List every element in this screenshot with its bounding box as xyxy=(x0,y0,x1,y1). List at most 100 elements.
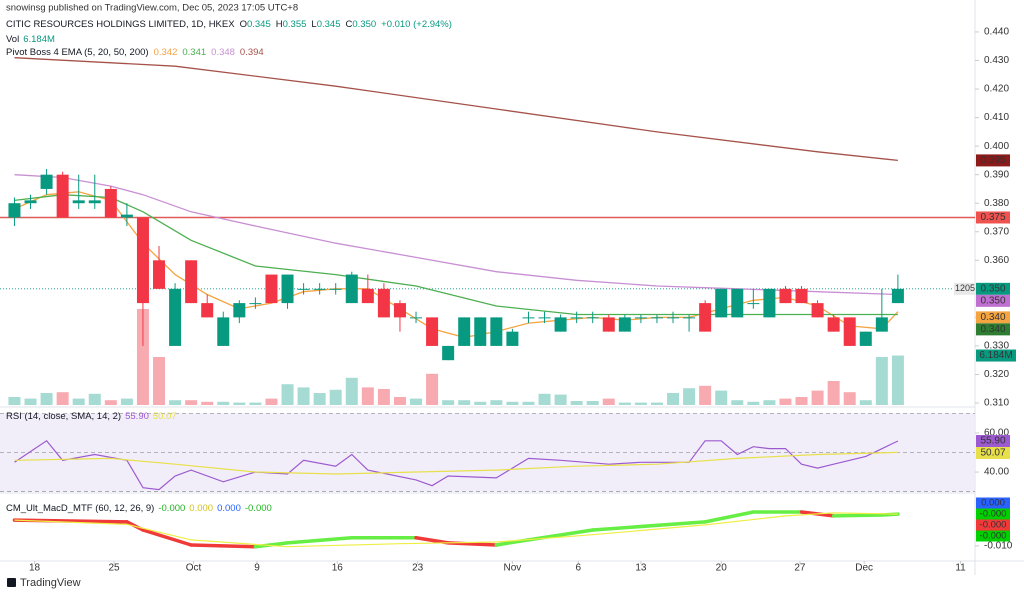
macd-segment xyxy=(285,535,354,545)
volume-bar xyxy=(136,309,149,405)
volume-bar xyxy=(217,401,230,405)
rsi-title-value: 55.90 xyxy=(125,411,149,422)
candle-body xyxy=(602,317,615,332)
price-label-box xyxy=(976,154,1010,167)
volume-bar xyxy=(345,377,358,405)
y-tick-label: 0.440 xyxy=(984,27,1009,38)
candle-body xyxy=(731,288,744,318)
volume-bar xyxy=(843,392,856,405)
volume-bar xyxy=(667,393,680,405)
quote-value: 0.345 xyxy=(247,19,271,30)
candle-body xyxy=(859,331,872,346)
rsi-title-value: 50.07 xyxy=(153,411,177,422)
price-label: 0.340 xyxy=(980,312,1005,323)
indicator-line xyxy=(14,439,899,491)
price-label-box xyxy=(976,282,1010,295)
volume-bar xyxy=(506,401,519,405)
volume-bar xyxy=(393,397,406,405)
candle-body xyxy=(72,200,85,204)
volume-bar xyxy=(570,401,583,405)
y-tick-label: 0.320 xyxy=(984,369,1009,380)
volume-bar xyxy=(779,398,792,405)
macd-title-value: 0.000 xyxy=(189,503,213,514)
candle-body xyxy=(233,303,246,318)
x-tick-label: 11 xyxy=(955,563,966,574)
macd-segment xyxy=(189,543,258,549)
y-tick-label: 0.360 xyxy=(984,255,1009,266)
volume-bar xyxy=(634,402,647,405)
macd-value-label: -0.000 xyxy=(980,531,1007,542)
volume-bar xyxy=(410,398,423,405)
macd-value-box xyxy=(976,497,1010,509)
volume-bar xyxy=(24,398,37,405)
x-tick-label: 13 xyxy=(635,563,647,574)
volume-bar xyxy=(586,401,599,405)
y-tick-label: 40.00 xyxy=(984,467,1009,478)
price-label-box xyxy=(976,211,1010,224)
rsi-value-label: 50.07 xyxy=(980,448,1005,459)
published-note: snowinsg published on TradingView.com, D… xyxy=(6,3,298,14)
price-label: 0.350 xyxy=(980,295,1005,306)
volume-bar xyxy=(40,393,53,405)
volume-bar xyxy=(731,400,744,405)
volume-bar xyxy=(56,392,69,405)
rsi-value-label: 55.90 xyxy=(980,436,1005,447)
macd-title-value: -0.000 xyxy=(158,503,185,514)
candle-body xyxy=(683,317,696,319)
volume-bar xyxy=(891,355,904,405)
volume-bar xyxy=(442,400,455,405)
price-label-box xyxy=(976,323,1010,336)
x-tick-label: 18 xyxy=(29,563,41,574)
candle-body xyxy=(8,203,21,218)
quote-key: C xyxy=(345,19,352,30)
y-tick-label: -0.010 xyxy=(984,540,1013,551)
candle-body xyxy=(345,274,358,304)
volume-bar xyxy=(249,402,262,405)
legend-row: CITIC RESOURCES HOLDINGS LIMITED, 1D, HK… xyxy=(6,19,452,30)
x-tick-label: 9 xyxy=(254,563,260,574)
x-tick-label: 16 xyxy=(332,563,344,574)
candle-body xyxy=(875,317,888,332)
macd-segment xyxy=(253,541,290,549)
vol-name: Vol xyxy=(6,34,19,45)
indicator-line xyxy=(14,57,898,162)
volume-bar xyxy=(538,393,551,405)
candle-body xyxy=(538,317,551,319)
x-tick-label: 23 xyxy=(412,563,424,574)
macd-segment xyxy=(414,535,450,545)
candle-body xyxy=(522,317,535,319)
candle-body xyxy=(474,317,487,346)
price-label: 0.350 xyxy=(980,283,1005,294)
candle-body xyxy=(506,331,519,346)
candle-body xyxy=(120,214,133,218)
volume-bar xyxy=(795,397,808,405)
volume-bar xyxy=(426,373,439,405)
candle-body xyxy=(667,317,680,319)
volume-bar xyxy=(185,400,198,405)
volume-bar xyxy=(747,401,760,405)
ema-name: Pivot Boss 4 EMA (5, 20, 50, 200) xyxy=(6,47,149,58)
macd-segment xyxy=(703,510,756,524)
quote-key: H xyxy=(276,19,283,30)
x-tick-label: Oct xyxy=(186,563,202,574)
y-tick-label: 0.430 xyxy=(984,55,1009,66)
macd-title-name: CM_Ult_MacD_MTF (60, 12, 26, 9) xyxy=(6,503,154,514)
macd-value-box xyxy=(976,530,1010,542)
quote-value: 0.350 xyxy=(352,19,376,30)
macd-title-value: 0.000 xyxy=(217,503,241,514)
volume-bar xyxy=(683,388,696,405)
candle-body xyxy=(361,288,374,304)
candle-body xyxy=(795,288,808,304)
volume-bar xyxy=(265,398,278,405)
candle-body xyxy=(586,317,599,319)
candle-body xyxy=(169,288,182,346)
price-label: 0.375 xyxy=(980,212,1005,223)
candle-body xyxy=(811,303,824,318)
candle-body xyxy=(699,303,712,332)
volume-bar xyxy=(554,394,567,405)
candle-body xyxy=(650,317,663,319)
candle-body xyxy=(570,317,583,319)
candle-body xyxy=(618,317,631,332)
rsi-title-name: RSI (14, close, SMA, 14, 2) xyxy=(6,411,121,422)
